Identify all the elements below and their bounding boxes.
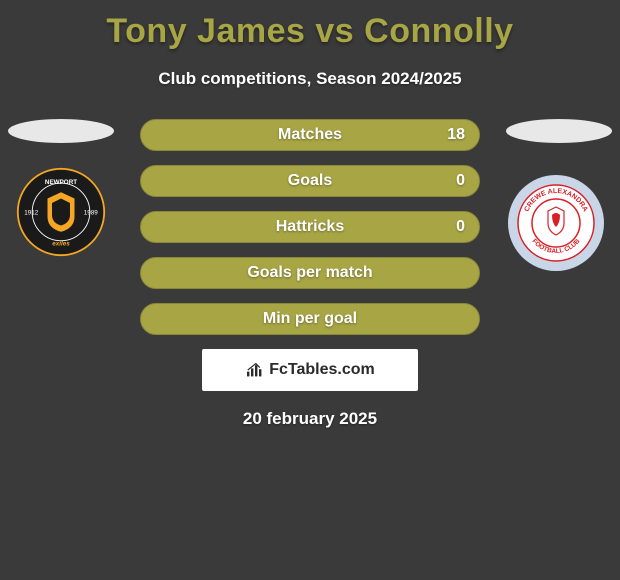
svg-text:NEWPORT: NEWPORT	[45, 179, 77, 186]
svg-text:1912: 1912	[24, 210, 39, 217]
stat-label: Goals	[288, 172, 332, 190]
chart-icon	[245, 362, 265, 378]
subtitle: Club competitions, Season 2024/2025	[0, 69, 620, 89]
stat-value-right: 18	[447, 126, 465, 144]
svg-text:exiles: exiles	[52, 240, 70, 247]
stat-label: Matches	[278, 126, 342, 144]
comparison-area: NEWPORT exiles 1912 1989 CREWE ALEXANDRA…	[0, 119, 620, 429]
stat-row-hattricks: Hattricks 0	[140, 211, 480, 243]
page-title: Tony James vs Connolly	[0, 0, 620, 51]
stat-rows: Matches 18 Goals 0 Hattricks 0 Goals per…	[140, 119, 480, 335]
svg-text:1989: 1989	[84, 210, 99, 217]
player-avatar-right	[506, 119, 612, 143]
date-line: 20 february 2025	[0, 409, 620, 429]
player-avatar-left	[8, 119, 114, 143]
club-crest-right: CREWE ALEXANDRA FOOTBALL CLUB	[506, 173, 606, 273]
stat-label: Min per goal	[263, 310, 357, 328]
stat-label: Goals per match	[247, 264, 372, 282]
attribution-text: FcTables.com	[269, 361, 375, 379]
stat-label: Hattricks	[276, 218, 344, 236]
stat-row-min-per-goal: Min per goal	[140, 303, 480, 335]
stat-row-matches: Matches 18	[140, 119, 480, 151]
stat-row-goals: Goals 0	[140, 165, 480, 197]
attribution-badge: FcTables.com	[202, 349, 418, 391]
stat-row-goals-per-match: Goals per match	[140, 257, 480, 289]
stat-value-right: 0	[456, 218, 465, 236]
stat-value-right: 0	[456, 172, 465, 190]
club-crest-left: NEWPORT exiles 1912 1989	[16, 167, 106, 257]
